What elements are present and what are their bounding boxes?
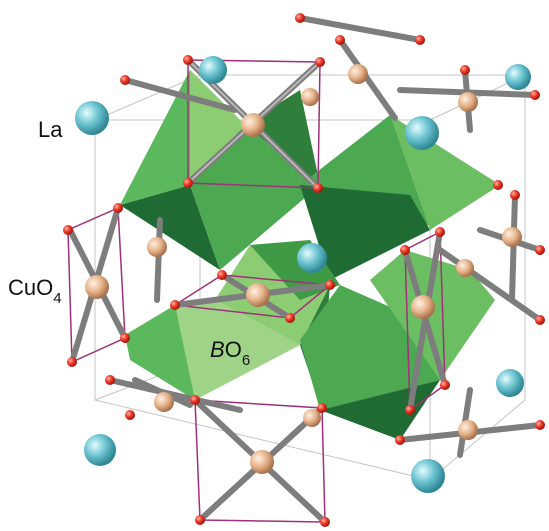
o-atoms (63, 13, 545, 527)
bo6-italic: B (210, 337, 225, 362)
bo6-label: BO6 (210, 337, 250, 369)
la-label: La (38, 117, 63, 142)
cuo4-subscript: 4 (53, 290, 61, 307)
cuo4-text: CuO (8, 275, 53, 300)
bo6-subscript: 6 (242, 352, 250, 369)
la-atoms (75, 56, 531, 493)
bo6-text: O (225, 337, 242, 362)
cuo4-label: CuO4 (8, 275, 62, 307)
cu-atoms (85, 64, 522, 474)
